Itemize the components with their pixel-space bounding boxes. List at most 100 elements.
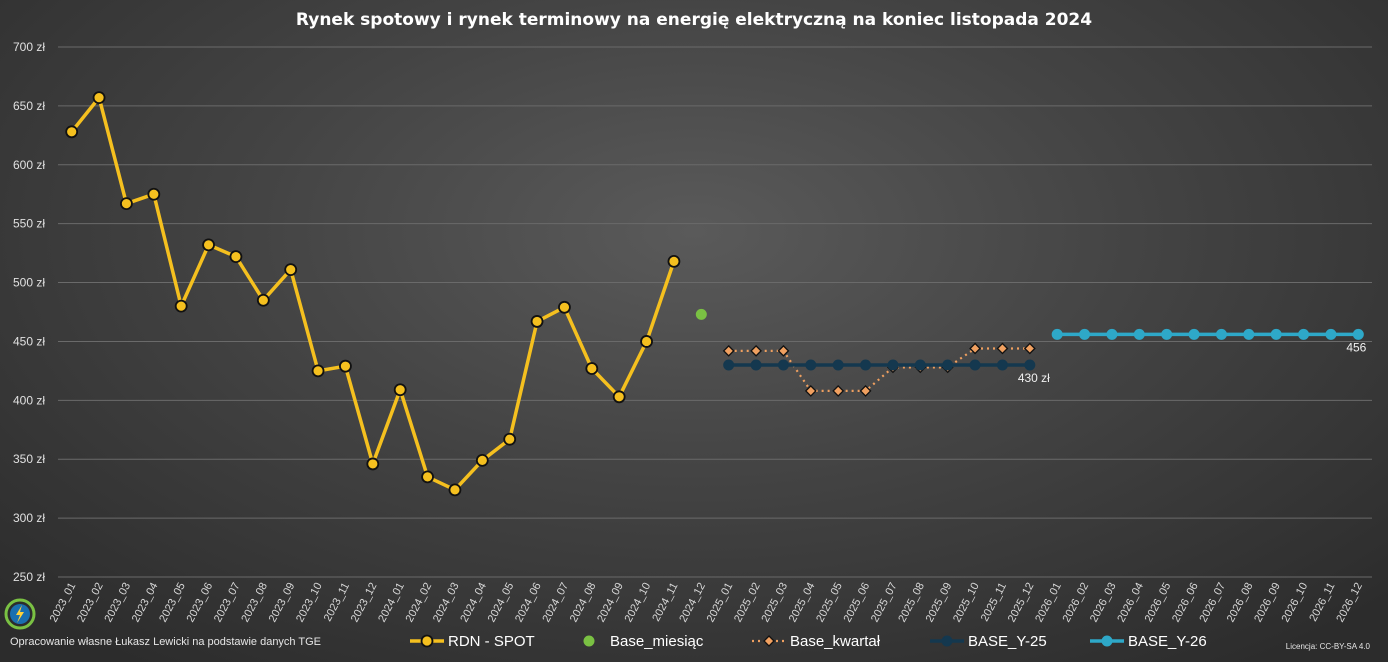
x-tick-label: 2025_10 — [951, 581, 982, 624]
legend-item: BASE_Y-25 — [930, 633, 1047, 650]
x-tick-label: 2023_03 — [102, 581, 133, 624]
series-base-y-26 — [1051, 328, 1364, 340]
data-point — [1133, 328, 1145, 340]
data-point — [763, 635, 775, 647]
x-tick-label: 2025_02 — [732, 581, 763, 624]
data-point — [558, 300, 571, 314]
x-tick-label: 2024_05 — [486, 581, 517, 624]
data-point — [887, 359, 899, 371]
data-point — [585, 362, 599, 375]
data-point — [640, 335, 653, 348]
y-tick-label: 300 zł — [13, 511, 45, 525]
x-tick-label: 2023_09 — [267, 581, 298, 624]
x-tick-label: 2023_02 — [75, 581, 106, 624]
x-tick-label: 2025_08 — [896, 581, 927, 624]
x-tick-label: 2023_10 — [294, 581, 325, 624]
data-point — [420, 634, 434, 648]
data-point — [65, 125, 79, 139]
data-point — [1298, 328, 1310, 340]
data-point — [832, 359, 844, 371]
data-point — [311, 364, 325, 378]
x-tick-label: 2024_09 — [595, 581, 626, 624]
data-point — [1215, 328, 1227, 340]
data-point — [969, 359, 981, 371]
y-tick-label: 350 zł — [13, 452, 45, 466]
series-rdn-spot — [65, 91, 681, 497]
data-label: 430 zł — [1018, 371, 1050, 385]
data-point — [1352, 328, 1364, 340]
data-point — [805, 359, 817, 371]
data-point — [612, 390, 626, 404]
data-point — [1024, 359, 1036, 371]
data-point — [393, 383, 407, 397]
chart-title: Rynek spotowy i rynek terminowy na energ… — [296, 10, 1092, 30]
x-tick-label: 2026_12 — [1334, 581, 1365, 624]
data-point — [996, 342, 1009, 355]
data-point — [92, 91, 106, 105]
x-tick-label: 2025_09 — [924, 581, 955, 624]
data-point — [421, 470, 434, 484]
x-tick-label: 2024_07 — [540, 581, 571, 624]
data-point — [1051, 328, 1063, 340]
data-point — [448, 483, 462, 497]
legend-label: BASE_Y-25 — [968, 633, 1047, 650]
x-tick-label: 2026_02 — [1061, 581, 1092, 624]
x-tick-label: 2025_12 — [1006, 581, 1037, 624]
data-point — [366, 457, 380, 471]
x-tick-label: 2024_12 — [677, 581, 708, 624]
data-point — [1101, 635, 1113, 647]
x-tick-label: 2026_11 — [1307, 581, 1337, 624]
data-point — [1270, 328, 1282, 340]
x-tick-label: 2025_04 — [787, 581, 818, 624]
data-point — [475, 453, 489, 467]
x-tick-label: 2026_07 — [1197, 581, 1228, 624]
y-tick-label: 700 zł — [13, 40, 45, 54]
x-tick-label: 2023_04 — [130, 581, 161, 624]
x-tick-label: 2026_08 — [1225, 581, 1256, 624]
x-tick-label: 2024_01 — [376, 581, 407, 624]
author-logo-icon — [4, 598, 36, 630]
x-tick-label: 2024_06 — [513, 581, 544, 624]
x-tick-label: 2026_04 — [1115, 581, 1146, 624]
data-point — [1023, 342, 1036, 355]
legend-item: RDN - SPOT — [410, 633, 535, 650]
data-point — [256, 293, 270, 307]
x-tick-label: 2023_12 — [349, 581, 380, 624]
data-point — [284, 263, 298, 277]
gridlines — [58, 46, 1372, 578]
data-point — [339, 359, 352, 373]
data-point — [174, 299, 188, 313]
y-tick-label: 450 zł — [13, 334, 45, 348]
series-base-miesi-c — [695, 308, 707, 320]
data-point — [996, 359, 1008, 371]
data-point — [530, 315, 544, 328]
x-tick-label: 2023_01 — [48, 581, 79, 624]
license-text: Licencja: CC-BY-SA 4.0 — [1285, 642, 1370, 651]
series-line — [728, 347, 1030, 392]
data-point — [147, 187, 161, 201]
credit-text: Opracowanie własne Łukasz Lewicki na pod… — [10, 636, 322, 648]
data-point — [969, 342, 981, 355]
x-tick-label: 2026_10 — [1280, 581, 1311, 624]
data-point — [914, 359, 926, 371]
series-layer — [65, 91, 1364, 497]
x-tick-label: 2025_07 — [869, 581, 900, 624]
data-point — [941, 635, 953, 647]
y-tick-label: 500 zł — [13, 276, 45, 290]
data-point — [860, 359, 872, 371]
x-tick-label: 2026_03 — [1088, 581, 1119, 624]
data-point — [750, 359, 762, 371]
x-axis: 2023_012023_022023_032023_042023_052023_… — [48, 581, 1365, 624]
data-point — [723, 359, 735, 371]
data-point — [722, 344, 735, 357]
series-base-kwarta- — [722, 342, 1036, 397]
y-tick-label: 650 zł — [13, 99, 45, 113]
data-point — [832, 384, 845, 397]
x-tick-label: 2026_06 — [1170, 581, 1201, 624]
x-tick-label: 2025_03 — [759, 581, 790, 624]
data-point — [777, 359, 789, 371]
data-label: 456 — [1346, 340, 1366, 354]
x-tick-label: 2023_06 — [185, 581, 216, 624]
